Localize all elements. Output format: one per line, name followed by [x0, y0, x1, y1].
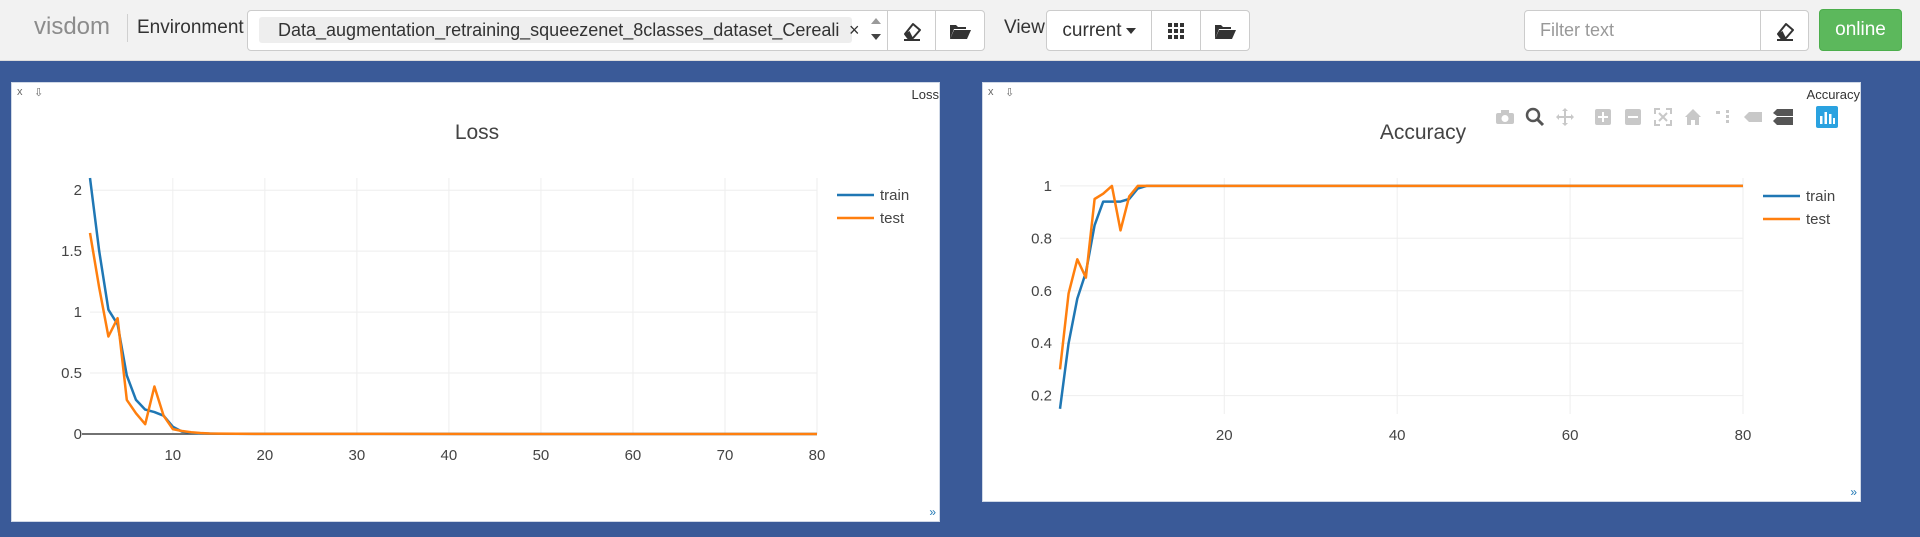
resize-handle-icon[interactable]: » — [929, 505, 936, 519]
x-tick-label: 20 — [257, 447, 274, 464]
x-tick-label: 30 — [349, 447, 366, 464]
environment-select[interactable]: Data_augmentation_retraining_squeezenet_… — [247, 10, 888, 51]
hover-compare-icon[interactable] — [1768, 106, 1798, 128]
x-tick-label: 40 — [441, 447, 458, 464]
chart-title: Loss — [455, 121, 499, 144]
view-selected: current — [1062, 19, 1122, 41]
plot-modebar — [1490, 106, 1842, 128]
series-line-train[interactable] — [1058, 184, 1743, 409]
environment-scroll[interactable] — [868, 15, 884, 46]
clear-environment-button[interactable] — [887, 10, 936, 51]
close-window-icon[interactable]: x — [988, 86, 994, 98]
x-tick-label: 80 — [1735, 427, 1752, 444]
legend-label-train[interactable]: train — [1806, 188, 1835, 205]
y-tick-label: 0.5 — [61, 365, 82, 382]
x-tick-label: 20 — [1216, 427, 1233, 444]
y-tick-label: 0.6 — [1031, 283, 1052, 300]
window-title: Accuracy — [1806, 87, 1860, 102]
eraser-icon — [903, 22, 921, 41]
environment-value: Data_augmentation_retraining_squeezenet_… — [278, 20, 840, 40]
environment-label: Environment — [137, 17, 244, 38]
navbar-divider — [127, 14, 128, 42]
window-title: Loss — [911, 87, 939, 102]
legend-label-test[interactable]: test — [1806, 211, 1831, 228]
loss-window[interactable]: x ⇩ Loss 10 20 30 40 50 60 70 80 0 0.5 1 1.5 2 train t… — [11, 82, 940, 522]
download-window-icon[interactable]: ⇩ — [1005, 87, 1015, 99]
spike-lines-icon[interactable] — [1708, 106, 1738, 128]
eraser-icon — [1776, 22, 1794, 41]
zoom-in-icon[interactable] — [1588, 106, 1618, 128]
manage-environments-button[interactable] — [935, 10, 985, 51]
folder-open-icon — [1215, 24, 1236, 39]
grid-icon — [1168, 22, 1184, 39]
repack-layout-button[interactable] — [1151, 10, 1201, 51]
x-tick-label: 60 — [1562, 427, 1579, 444]
plotly-logo-icon[interactable] — [1812, 106, 1842, 128]
loss-chart[interactable]: 10 20 30 40 50 60 70 80 0 0.5 1 1.5 2 train test Loss — [12, 83, 941, 523]
autoscale-icon[interactable] — [1648, 106, 1678, 128]
manage-views-button[interactable] — [1200, 10, 1250, 51]
chart-title: Accuracy — [1380, 121, 1467, 144]
legend-label-train[interactable]: train — [880, 187, 909, 204]
clear-filter-button[interactable] — [1760, 10, 1809, 51]
view-label: View — [1004, 17, 1045, 38]
x-tick-label: 60 — [625, 447, 642, 464]
accuracy-window[interactable]: x ⇩ Accuracy 20 40 60 80 0.2 0.4 0.6 0.8 1 train t… — [982, 82, 1861, 502]
camera-icon[interactable] — [1490, 106, 1520, 128]
zoom-icon[interactable] — [1520, 106, 1550, 128]
series-line-train[interactable] — [88, 177, 818, 436]
hover-closest-icon[interactable] — [1738, 106, 1768, 128]
y-tick-label: 0.2 — [1031, 388, 1052, 405]
x-tick-label: 70 — [717, 447, 734, 464]
environment-tag[interactable] — [259, 17, 852, 43]
y-tick-label: 0.8 — [1031, 230, 1052, 247]
caret-down-icon — [1125, 27, 1136, 34]
zoom-out-icon[interactable] — [1618, 106, 1648, 128]
x-tick-label: 40 — [1389, 427, 1406, 444]
modebar-gap — [1798, 106, 1812, 128]
close-window-icon[interactable]: x — [17, 86, 23, 98]
y-tick-label: 0 — [74, 426, 82, 443]
y-tick-label: 2 — [74, 182, 82, 199]
scroll-up-icon[interactable] — [871, 18, 881, 24]
y-tick-label: 1 — [74, 304, 82, 321]
x-tick-label: 80 — [809, 447, 826, 464]
reset-axes-icon[interactable] — [1678, 106, 1708, 128]
brand-logo: visdom — [34, 13, 111, 40]
connection-status-button[interactable]: online — [1819, 9, 1902, 51]
view-select[interactable]: current — [1046, 10, 1152, 51]
legend-label-test[interactable]: test — [880, 210, 905, 227]
series-line-test[interactable] — [88, 232, 818, 436]
series-line-test[interactable] — [1058, 184, 1743, 370]
modebar-gap — [1580, 106, 1588, 128]
y-tick-label: 1.5 — [61, 243, 82, 260]
y-tick-label: 1 — [1044, 178, 1052, 195]
x-tick-label: 10 — [164, 447, 181, 464]
x-tick-label: 50 — [533, 447, 550, 464]
y-tick-label: 0.4 — [1031, 335, 1052, 352]
filter-text-input[interactable] — [1524, 10, 1761, 51]
folder-open-icon — [950, 24, 971, 39]
pan-icon[interactable] — [1550, 106, 1580, 128]
accuracy-chart[interactable]: 20 40 60 80 0.2 0.4 0.6 0.8 1 train test Accuracy — [983, 83, 1862, 503]
top-navbar: visdom Environment Data_augmentation_ret… — [0, 0, 1920, 61]
scroll-down-icon[interactable] — [871, 34, 881, 40]
environment-remove-icon[interactable]: × — [849, 20, 860, 40]
download-window-icon[interactable]: ⇩ — [34, 87, 44, 99]
resize-handle-icon[interactable]: » — [1850, 485, 1857, 499]
